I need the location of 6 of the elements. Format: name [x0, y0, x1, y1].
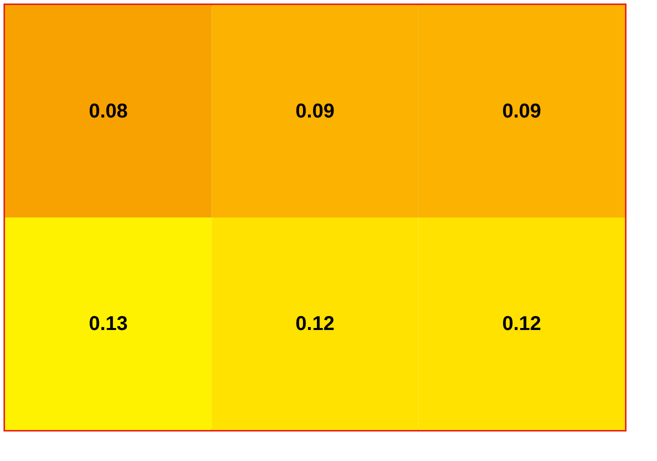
data-label: 0.09	[502, 100, 542, 122]
data-label: 0.08	[88, 100, 128, 122]
data-label: 0.09	[296, 100, 334, 122]
data-label: 0.13	[88, 312, 128, 335]
data-label: 0.12	[296, 312, 334, 335]
data-label: 0.12	[502, 312, 542, 335]
